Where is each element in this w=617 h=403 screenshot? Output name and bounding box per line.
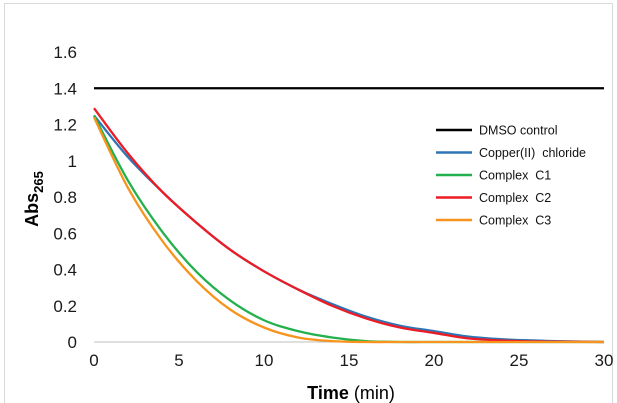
chart-frame (4, 3, 613, 403)
series-lines (92, 87, 605, 344)
y-tick-label: 1.2 (53, 116, 77, 135)
series-line-5 (92, 116, 604, 344)
legend-label: DMSO control (479, 124, 558, 138)
y-tick-label: 0 (68, 333, 77, 352)
x-tick-label: 5 (174, 351, 183, 370)
legend-label: Complex C3 (479, 214, 551, 228)
legend-label: Copper(II) chloride (479, 146, 586, 160)
x-tick-label: 0 (89, 351, 98, 370)
y-axis-title-subscript: 265 (31, 171, 46, 193)
legend-label: Complex C1 (479, 169, 551, 183)
x-tick-label: 10 (255, 351, 274, 370)
y-axis-title-main: Abs (22, 193, 42, 227)
x-axis-title: Time (min) (307, 383, 395, 403)
x-tick-label: 30 (595, 351, 614, 370)
legend: DMSO control Copper(II) chloride Complex C… (436, 124, 586, 228)
y-tick-label: 1.4 (53, 79, 77, 98)
y-tick-label: 0.4 (53, 261, 77, 280)
y-tick-label: 0.8 (53, 188, 77, 207)
x-axis-title-main: Time (307, 383, 349, 403)
x-axis-title-unit: (min) (354, 383, 395, 403)
x-tick-label: 15 (340, 351, 359, 370)
x-tick-labels: 0 5 10 15 20 25 30 (89, 351, 613, 370)
y-tick-label: 1.6 (53, 43, 77, 62)
x-tick-label: 20 (425, 351, 444, 370)
y-tick-label: 0.2 (53, 297, 77, 316)
legend-label: Complex C2 (479, 191, 551, 205)
y-axis-title: Abs265 (22, 171, 46, 227)
y-tick-labels: 0 0.2 0.4 0.6 0.8 1 1.2 1.4 1.6 (53, 43, 77, 352)
y-tick-label: 1 (68, 152, 77, 171)
x-tick-label: 25 (510, 351, 529, 370)
y-tick-label: 0.6 (53, 224, 77, 243)
